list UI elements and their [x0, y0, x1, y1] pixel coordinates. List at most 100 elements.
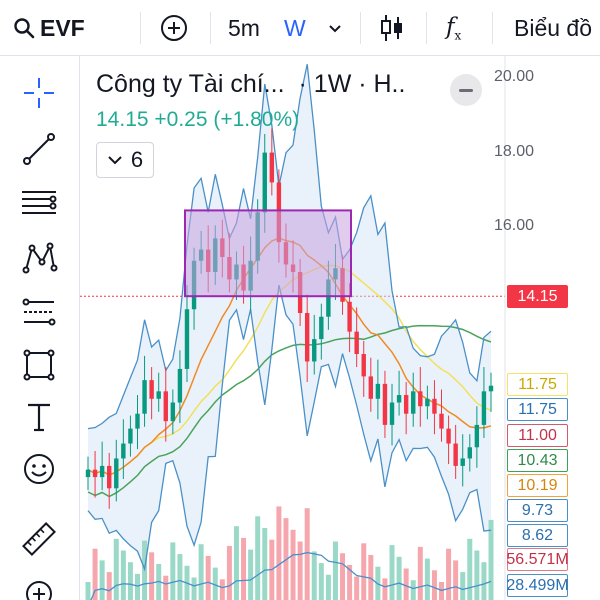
volume-bar	[474, 550, 480, 600]
chart-menu-button[interactable]: Biểu đồ	[514, 14, 593, 41]
measure-tool[interactable]	[18, 518, 60, 560]
chevron-down-icon	[108, 156, 122, 165]
candle-body	[467, 447, 472, 459]
emoji-icon	[24, 454, 54, 484]
top-toolbar: EVF 5m W fx Biểu đồ	[0, 0, 600, 56]
candle-body	[474, 424, 480, 448]
volume-bar	[290, 529, 296, 600]
volume-bar	[276, 506, 282, 600]
candle-body	[304, 312, 310, 362]
toolbar-divider	[210, 12, 211, 44]
volume-bar	[304, 508, 310, 600]
toolbar-divider	[140, 12, 141, 44]
prediction-tool[interactable]	[18, 290, 60, 332]
volume-bar	[453, 560, 459, 600]
toolbar-divider	[492, 12, 493, 44]
indicators-toggle[interactable]: 6	[96, 142, 154, 178]
volume-bar	[318, 563, 324, 600]
volume-bar	[347, 564, 353, 600]
pattern-tool[interactable]	[18, 236, 60, 278]
candle-body	[375, 383, 381, 399]
candle-body	[354, 331, 359, 355]
shapes-tool[interactable]	[18, 344, 60, 386]
interval-5m-button[interactable]: 5m	[228, 14, 260, 41]
interval-dropdown-button[interactable]	[326, 0, 344, 56]
candle-body	[425, 398, 430, 407]
bollinger-lower-line	[87, 284, 492, 572]
indicators-button[interactable]: fx	[446, 0, 461, 56]
volume-bar	[431, 570, 437, 600]
trend-line-icon	[23, 133, 55, 165]
price-tag: 28.499M	[506, 574, 569, 597]
price-tag: 14.15	[507, 285, 568, 308]
volume-bar	[92, 548, 98, 600]
candle-body	[446, 428, 451, 444]
volume-bar	[396, 556, 402, 600]
toolbar-divider	[426, 12, 427, 44]
ma-200-line	[87, 324, 492, 498]
volume-bar	[226, 546, 232, 600]
volume-bar	[255, 516, 261, 600]
price-tag: 11.75	[507, 373, 568, 396]
function-icon: fx	[446, 13, 462, 43]
volume-bar	[417, 546, 423, 600]
pattern-icon	[22, 242, 58, 274]
volume-bar	[488, 519, 494, 600]
volume-bar	[170, 542, 176, 600]
fib-retracement-tool[interactable]	[18, 182, 60, 224]
volume-bar	[127, 562, 133, 600]
legend-symbol-name: Công ty Tài chí...	[96, 70, 285, 98]
candle-body	[177, 368, 183, 403]
rectangle-drawing	[184, 209, 352, 298]
drawing-toolbar	[0, 56, 80, 600]
chart-type-button[interactable]	[380, 0, 404, 56]
compare-add-button[interactable]	[160, 0, 188, 56]
volume-bar	[368, 555, 374, 600]
candle-body	[488, 385, 494, 392]
search-icon	[14, 18, 35, 39]
candle-body	[312, 339, 317, 362]
crosshair-tool[interactable]	[18, 72, 60, 114]
trend-line-tool[interactable]	[18, 128, 60, 170]
volume-bar	[163, 575, 169, 600]
rectangle-icon	[23, 349, 55, 381]
price-tag: 10.19	[507, 474, 568, 497]
volume-bar	[361, 543, 367, 600]
volume-bar	[198, 544, 204, 600]
candle-body	[121, 443, 126, 459]
price-tag: 9.73	[507, 499, 568, 522]
volume-bar	[481, 562, 487, 600]
volume-bar	[99, 560, 105, 600]
volume-bar	[134, 573, 140, 600]
toolbar-divider	[360, 12, 361, 44]
volume-bar	[332, 541, 338, 600]
volume-bar	[340, 553, 346, 600]
candle-body	[460, 458, 465, 466]
candle-body	[403, 395, 409, 414]
volume-bar	[382, 578, 388, 600]
interval-weekly-button[interactable]: W	[284, 14, 306, 41]
bollinger-band-fill	[88, 64, 491, 570]
candle-body	[319, 316, 324, 340]
emoji-tool[interactable]	[18, 448, 60, 490]
indicator-count: 6	[130, 147, 144, 172]
volume-bar	[177, 554, 183, 600]
zoom-tool[interactable]	[18, 570, 60, 600]
volume-bar	[297, 541, 303, 600]
price-axis-tick: 20.00	[493, 68, 534, 85]
symbol-search-button[interactable]: EVF	[12, 0, 85, 56]
price-axis-tick: 16.00	[493, 217, 534, 234]
text-tool[interactable]	[18, 396, 60, 438]
volume-bar	[446, 548, 452, 600]
price-chart[interactable]	[80, 56, 600, 600]
candle-body	[170, 402, 176, 422]
candle-body	[142, 380, 147, 414]
volume-bar	[85, 582, 91, 600]
collapse-legend-button[interactable]	[450, 74, 482, 106]
minus-icon	[459, 88, 473, 92]
volume-bar	[219, 579, 225, 600]
candle-body	[326, 279, 331, 317]
candlestick-icon	[381, 15, 402, 41]
legend-meta: · 1W · H..	[298, 70, 406, 98]
plus-circle-icon	[161, 15, 187, 41]
